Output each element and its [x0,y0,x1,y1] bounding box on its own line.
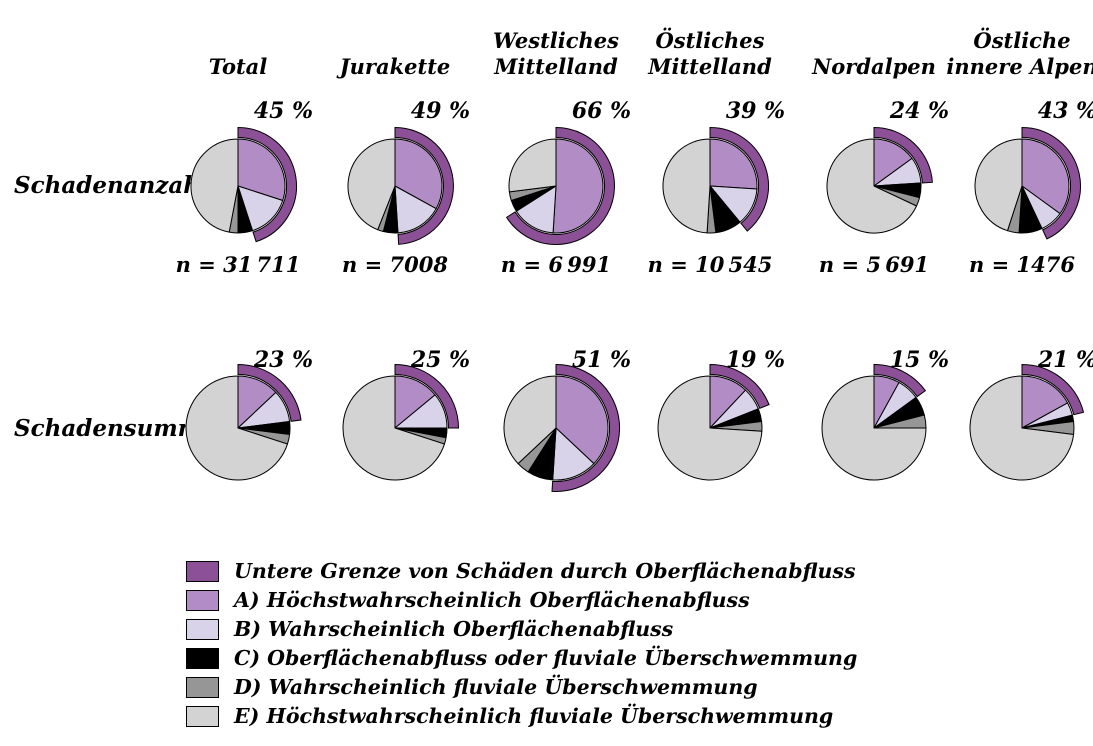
column-header-line: Total [208,53,268,79]
legend-swatch-E [186,705,219,727]
pie-chart-schadensumme-total [185,363,302,481]
legend-item-C: C) Oberflächenabfluss oder fluviale Über… [186,647,857,669]
legend-item-arc: Untere Grenze von Schäden durch Oberfläc… [186,560,857,582]
pie-slice-E [826,138,918,234]
legend-swatch-D [186,676,219,698]
n-label-nordalpen: n = 5 691 [818,252,930,277]
pie-chart-schadensumme-jurakette [342,363,460,481]
pie-slice-A [555,375,609,465]
n-label-westliches-mittelland: n = 6 991 [500,252,612,277]
percent-label-schadenanzahl-nordalpen: 24 % [889,98,949,124]
legend-swatch-arc [186,560,219,582]
pie-slice-E [821,375,927,481]
outer-arc-untere-grenze [551,363,621,492]
column-header-nordalpen: Nordalpen [789,18,959,80]
outer-arc-untere-grenze [394,126,454,245]
outer-arc-untere-grenze [873,363,927,398]
legend-swatch-A [186,589,219,611]
outer-arc-untere-grenze [873,126,933,184]
percent-label-schadenanzahl-total: 45 % [253,98,313,124]
pie-slice-B [394,185,437,234]
pie-chart-schadenanzahl-stliches-mittelland [662,126,769,234]
percent-label-schadenanzahl-jurakette: 49 % [410,98,470,124]
legend-swatch-B [186,618,219,640]
legend-item-B: B) Wahrscheinlich Oberflächenabfluss [186,618,857,640]
pie-slice-A [394,138,443,210]
pie-chart-schadensumme-westliches-mittelland [503,363,621,492]
legend: Untere Grenze von Schäden durch Oberfläc… [186,560,857,734]
column-header-line: Mittelland [494,53,618,79]
pie-slice-A [552,138,604,234]
percent-label-schadensumme-westliches-mittelland: 51 % [571,347,631,373]
n-label-total: n = 31 711 [175,252,301,277]
legend-label-C: C) Oberflächenabfluss oder fluviale Über… [234,645,858,670]
pie-slice-E [657,375,763,481]
percent-label-schadensumme-jurakette: 25 % [410,347,470,373]
pie-slice-E [974,138,1023,232]
legend-label-A: A) Höchstwahrscheinlich Oberflächenabflu… [234,587,750,612]
column-header-jurakette: Jurakette [310,18,480,80]
outer-arc-untere-grenze [505,126,615,245]
pie-chart-schadensumme-stliches-mittelland [657,363,770,481]
pie-slice-A [237,138,286,202]
percent-label-schadensumme-nordalpen: 15 % [889,347,949,373]
pie-slice-A [1021,138,1070,215]
percent-label-schadensumme-stliche-innere-alpen: 21 % [1037,347,1093,373]
outer-arc-untere-grenze [1021,126,1081,240]
percent-label-schadenanzahl-stliche-innere-alpen: 43 % [1037,98,1093,124]
pie-slice-E [347,138,396,231]
outer-arc-untere-grenze [709,126,769,232]
legend-label-arc: Untere Grenze von Schäden durch Oberfläc… [234,558,856,583]
legend-item-A: A) Höchstwahrscheinlich Oberflächenabflu… [186,589,857,611]
pie-slice-E [342,375,445,481]
legend-label-B: B) Wahrscheinlich Oberflächenabfluss [234,616,674,641]
pie-slice-E [508,138,557,193]
column-header-line: innere Alpen [946,53,1093,79]
pie-slice-A [1021,375,1069,429]
pie-chart-schadenanzahl-stliche-innere-alpen [974,126,1081,240]
pie-slice-E [662,138,711,234]
pie-slice-E [190,138,239,233]
percent-label-schadenanzahl-stliches-mittelland: 39 % [725,98,785,124]
outer-arc-untere-grenze [237,363,302,422]
n-label-stliche-innere-alpen: n = 1476 [969,252,1075,277]
legend-label-D: D) Wahrscheinlich fluviale Überschwemmun… [234,674,758,699]
pie-slice-E [503,375,557,465]
pie-chart-schadenanzahl-jurakette [347,126,454,245]
column-header-line: Nordalpen [812,53,936,79]
column-header-line: Östliches [655,27,765,53]
column-header-stliches-mittelland: Östliches Mittelland [625,18,795,80]
pie-chart-schadensumme-nordalpen [821,363,927,481]
pie-chart-schadenanzahl-nordalpen [826,126,933,234]
column-header-line: Mittelland [648,53,772,79]
pie-chart-schadenanzahl-total [190,126,297,243]
column-header-westliches-mittelland: Westliches Mittelland [471,18,641,80]
legend-item-E: E) Höchstwahrscheinlich fluviale Übersch… [186,705,857,727]
row-label-schadensumme: Schadensumme [14,415,217,442]
n-label-jurakette: n = 7008 [342,252,448,277]
column-header-stliche-innere-alpen: Östliche innere Alpen [937,18,1093,80]
pie-slice-E [969,375,1075,481]
pie-chart-schadenanzahl-westliches-mittelland [505,126,615,245]
outer-arc-untere-grenze [394,363,460,429]
outer-arc-untere-grenze [237,126,297,243]
n-label-stliches-mittelland: n = 10 545 [647,252,773,277]
column-header-line: Jurakette [339,53,451,79]
legend-swatch-C [186,647,219,669]
row-label-schadenanzahl: Schadenanzahl [14,172,209,199]
column-header-total: Total [153,18,323,80]
column-header-line: Östliche [973,27,1071,53]
outer-arc-untere-grenze [709,363,770,409]
pie-chart-schadensumme-stliche-innere-alpen [969,363,1085,481]
percent-label-schadenanzahl-westliches-mittelland: 66 % [571,98,631,124]
percent-label-schadensumme-total: 23 % [253,347,313,373]
column-header-line: Westliches [493,27,619,53]
legend-label-E: E) Höchstwahrscheinlich fluviale Übersch… [234,703,834,728]
pie-slice-E [185,375,288,481]
outer-arc-untere-grenze [1021,363,1085,416]
legend-item-D: D) Wahrscheinlich fluviale Überschwemmun… [186,676,857,698]
pie-slice-A [709,138,758,190]
percent-label-schadensumme-stliches-mittelland: 19 % [725,347,785,373]
